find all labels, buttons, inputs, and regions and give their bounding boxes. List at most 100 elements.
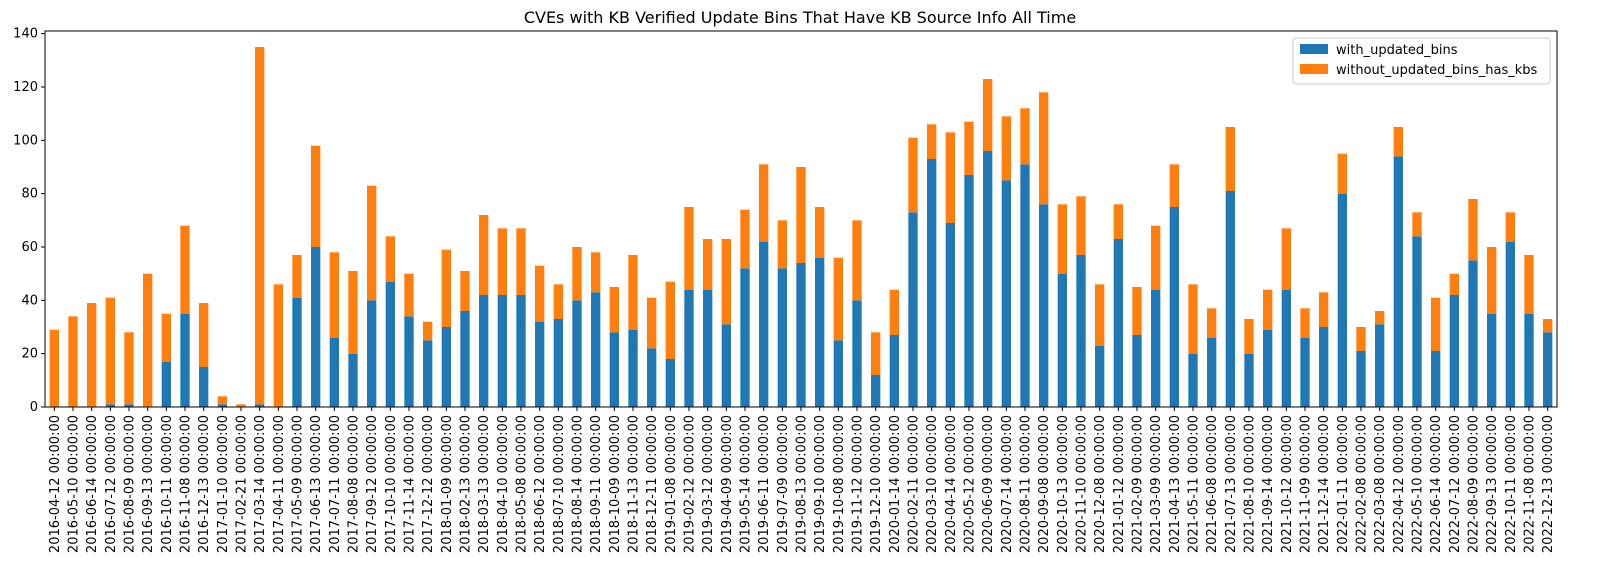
bar-without-updated-bins-has-kbs — [1468, 199, 1478, 261]
x-tick-label: 2020-12-08 00:00:00 — [1093, 415, 1108, 553]
bar-with-updated-bins — [1001, 180, 1011, 407]
bar-with-updated-bins — [740, 268, 750, 407]
x-tick-label: 2021-02-09 00:00:00 — [1131, 415, 1146, 553]
bar-with-updated-bins — [367, 300, 377, 407]
x-tick-label: 2019-11-12 00:00:00 — [851, 415, 866, 553]
bar-with-updated-bins — [553, 319, 563, 407]
bar-with-updated-bins — [1169, 207, 1179, 407]
bar-without-updated-bins-has-kbs — [1319, 292, 1329, 327]
x-tick-label: 2017-08-08 00:00:00 — [347, 415, 362, 553]
bar-without-updated-bins-has-kbs — [983, 79, 993, 151]
bar-with-updated-bins — [311, 247, 321, 407]
bar-with-updated-bins — [1188, 353, 1198, 407]
bar-without-updated-bins-has-kbs — [217, 396, 227, 405]
bar-without-updated-bins-has-kbs — [404, 273, 414, 317]
bar-without-updated-bins-has-kbs — [1225, 127, 1235, 191]
bar-without-updated-bins-has-kbs — [852, 220, 862, 301]
x-tick-label: 2022-10-11 00:00:00 — [1504, 415, 1519, 553]
bar-with-updated-bins — [255, 404, 265, 407]
x-tick-label: 2017-09-12 00:00:00 — [365, 415, 380, 553]
bar-with-updated-bins — [348, 353, 358, 407]
bar-with-updated-bins — [871, 375, 881, 407]
plot-frame — [44, 30, 1558, 408]
bar-without-updated-bins-has-kbs — [945, 132, 955, 223]
bar-with-updated-bins — [665, 359, 675, 407]
bar-with-updated-bins — [927, 159, 937, 407]
bar-without-updated-bins-has-kbs — [423, 321, 433, 341]
bar-without-updated-bins-has-kbs — [647, 297, 657, 349]
bar-with-updated-bins — [385, 281, 395, 407]
bar-without-updated-bins-has-kbs — [1057, 204, 1067, 274]
bar-with-updated-bins — [441, 327, 451, 407]
bar-with-updated-bins — [1412, 236, 1422, 407]
bar-with-updated-bins — [423, 340, 433, 407]
legend-box — [1292, 37, 1551, 85]
bar-without-updated-bins-has-kbs — [1449, 273, 1459, 295]
bar-with-updated-bins — [1225, 191, 1235, 407]
x-tick-label: 2022-05-10 00:00:00 — [1411, 415, 1426, 553]
bar-without-updated-bins-has-kbs — [1431, 297, 1441, 351]
x-tick-label: 2017-12-12 00:00:00 — [421, 415, 436, 553]
x-tick-label: 2018-06-12 00:00:00 — [533, 415, 548, 553]
bar-with-updated-bins — [1300, 337, 1310, 407]
bar-with-updated-bins — [1543, 332, 1553, 407]
bar-without-updated-bins-has-kbs — [1001, 116, 1011, 181]
x-tick-label: 2021-10-12 00:00:00 — [1280, 415, 1295, 553]
bar-with-updated-bins — [1431, 351, 1441, 407]
bar-with-updated-bins — [1076, 255, 1086, 407]
x-tick-label: 2019-07-09 00:00:00 — [776, 415, 791, 553]
x-tick-label: 2017-01-10 00:00:00 — [216, 415, 231, 553]
x-tick-label: 2018-05-08 00:00:00 — [515, 415, 530, 553]
x-tick-label: 2020-10-13 00:00:00 — [1056, 415, 1071, 553]
x-tick-label: 2018-08-14 00:00:00 — [571, 415, 586, 553]
y-tick-label: 80 — [21, 187, 38, 202]
bar-with-updated-bins — [945, 223, 955, 407]
bar-with-updated-bins — [777, 268, 787, 407]
x-tick-label: 2022-08-09 00:00:00 — [1467, 415, 1482, 553]
x-tick-label: 2016-09-13 00:00:00 — [141, 415, 156, 553]
bar-without-updated-bins-has-kbs — [1356, 327, 1366, 351]
bar-with-updated-bins — [1057, 273, 1067, 407]
y-tick-label: 20 — [21, 347, 38, 362]
bar-without-updated-bins-has-kbs — [1412, 212, 1422, 237]
x-tick-label: 2020-11-10 00:00:00 — [1075, 415, 1090, 553]
bar-with-updated-bins — [329, 337, 339, 407]
bar-with-updated-bins — [124, 404, 134, 407]
x-tick-label: 2017-07-11 00:00:00 — [328, 415, 343, 553]
bar-without-updated-bins-has-kbs — [161, 313, 171, 362]
bar-with-updated-bins — [1207, 337, 1217, 407]
bar-without-updated-bins-has-kbs — [740, 209, 750, 269]
x-tick-label: 2018-12-11 00:00:00 — [645, 415, 660, 553]
bar-with-updated-bins — [1095, 345, 1105, 407]
bar-with-updated-bins — [1468, 260, 1478, 407]
bar-without-updated-bins-has-kbs — [348, 271, 358, 354]
x-tick-label: 2021-12-14 00:00:00 — [1317, 415, 1332, 553]
bar-without-updated-bins-has-kbs — [628, 255, 638, 330]
bar-with-updated-bins — [1524, 313, 1534, 407]
bar-without-updated-bins-has-kbs — [1151, 225, 1161, 290]
x-tick-label: 2021-03-09 00:00:00 — [1149, 415, 1164, 553]
legend: with_updated_bins without_updated_bins_ha… — [1292, 37, 1551, 85]
bar-without-updated-bins-has-kbs — [180, 225, 190, 314]
bar-without-updated-bins-has-kbs — [609, 287, 619, 333]
x-tick-label: 2016-05-10 00:00:00 — [67, 415, 82, 553]
x-tick-label: 2021-07-13 00:00:00 — [1224, 415, 1239, 553]
x-tick-label: 2020-03-10 00:00:00 — [925, 415, 940, 553]
bar-without-updated-bins-has-kbs — [124, 332, 134, 405]
legend-label: without_updated_bins_has_kbs — [1336, 63, 1538, 78]
bar-with-updated-bins — [796, 263, 806, 407]
x-tick-label: 2018-11-13 00:00:00 — [627, 415, 642, 553]
y-tick-label: 40 — [21, 293, 38, 308]
bar-without-updated-bins-has-kbs — [591, 252, 601, 293]
x-tick-label: 2020-02-11 00:00:00 — [907, 415, 922, 553]
x-tick-label: 2018-01-09 00:00:00 — [440, 415, 455, 553]
x-tick-label: 2022-12-13 00:00:00 — [1541, 415, 1556, 553]
bar-without-updated-bins-has-kbs — [143, 273, 153, 407]
bar-without-updated-bins-has-kbs — [889, 289, 899, 335]
bar-with-updated-bins — [628, 329, 638, 407]
bar-without-updated-bins-has-kbs — [703, 239, 713, 290]
bar-without-updated-bins-has-kbs — [516, 228, 526, 295]
x-tick-label: 2017-04-11 00:00:00 — [272, 415, 287, 553]
legend-swatch — [1300, 44, 1328, 54]
